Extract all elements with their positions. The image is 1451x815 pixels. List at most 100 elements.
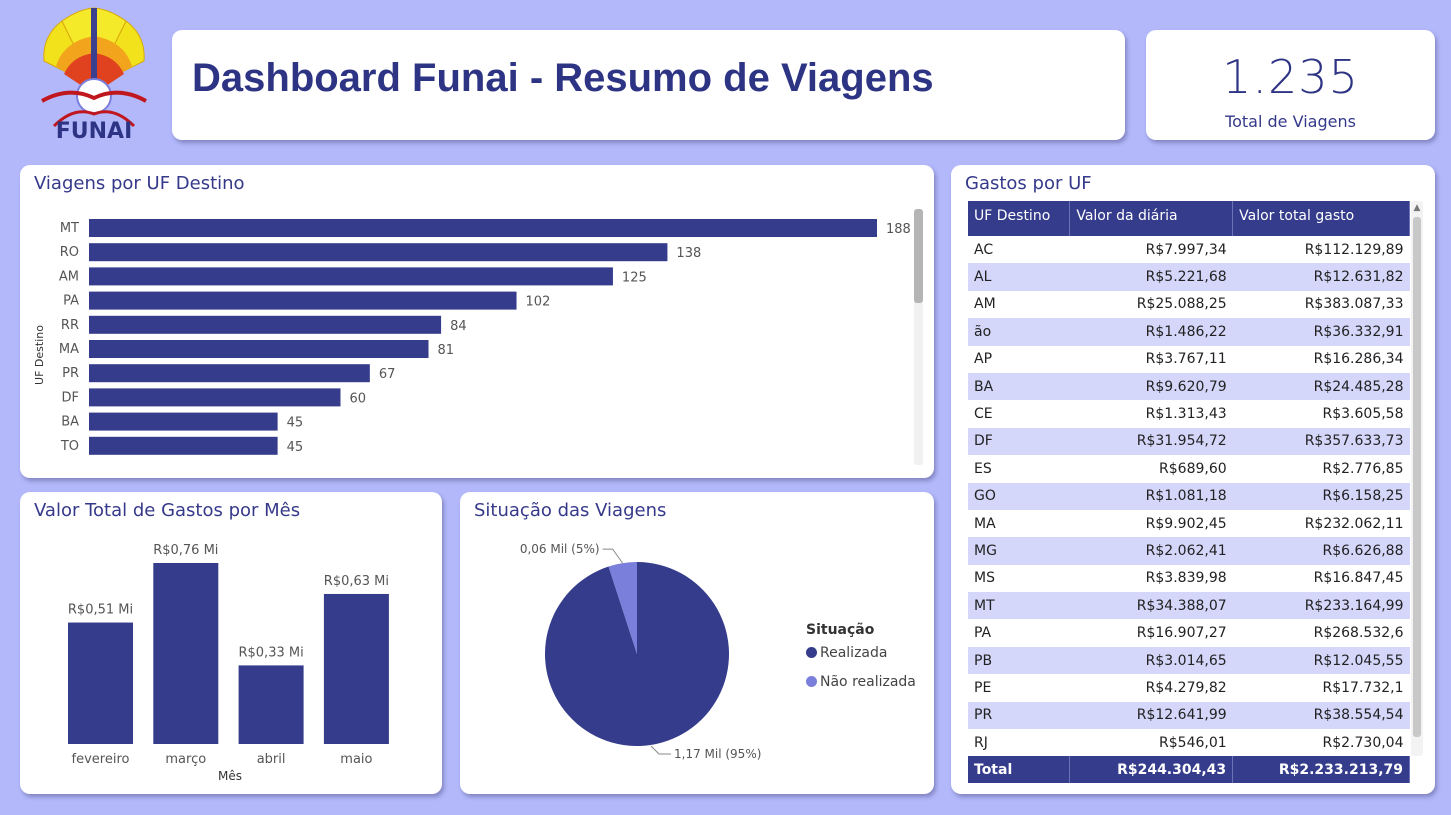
month-bar[interactable] — [153, 563, 219, 744]
cell-total: R$268.532,6 — [1313, 625, 1404, 642]
col-header-uf[interactable]: UF Destino — [968, 201, 1071, 236]
uf-bar[interactable] — [89, 315, 442, 334]
uf-bar-chart[interactable]: UF Destino MT 188 RO 138 AM 125 PA 102 RR 84 MA 81 PR… — [20, 165, 920, 478]
table-row[interactable]: ão R$1.486,22 R$36.332,91 — [968, 318, 1410, 346]
table-row[interactable]: MT R$34.388,07 R$233.164,99 — [968, 592, 1410, 620]
cell-total: R$38.554,54 — [1232, 701, 1410, 730]
table-row[interactable]: DF R$31.954,72 R$357.633,73 — [968, 427, 1410, 456]
cell-total: R$2.776,85 — [1322, 460, 1404, 477]
table-row[interactable]: GO R$1.081,18 R$6.158,25 — [968, 482, 1410, 510]
month-bar-chart-card[interactable]: Valor Total de Gastos por Mês R$0,51 Mi f… — [20, 492, 442, 794]
month-value-label: R$0,33 Mi — [238, 645, 303, 660]
uf-chart-scroll-thumb[interactable] — [914, 209, 923, 303]
uf-chart-title: Viagens por UF Destino — [34, 173, 245, 194]
uf-category-label: MT — [60, 221, 79, 236]
uf-bar[interactable] — [89, 219, 877, 237]
table-row[interactable]: BA R$9.620,79 R$24.485,28 — [968, 372, 1410, 401]
kpi-value: 1.235 — [1222, 50, 1359, 104]
uf-bar[interactable] — [89, 364, 370, 383]
cell-diaria: R$4.279,82 — [1145, 679, 1227, 696]
cell-total: R$24.485,28 — [1232, 372, 1410, 401]
table-row[interactable]: CE R$1.313,43 R$3.605,58 — [968, 400, 1410, 427]
cell-uf: ES — [974, 460, 992, 477]
cell-total: R$233.164,99 — [1232, 592, 1410, 620]
uf-bar-chart-card[interactable]: Viagens por UF Destino UF Destino MT 188 RO… — [20, 165, 934, 478]
table-row[interactable]: ES R$689,60 R$2.776,85 — [968, 455, 1410, 482]
gastos-table[interactable]: UF Destino Valor da diária Valor total g… — [968, 201, 1410, 784]
table-scrollbar[interactable]: ▲ — [1411, 201, 1423, 756]
uf-value-label: 67 — [379, 367, 396, 382]
table-row[interactable]: PE R$4.279,82 R$17.732,1 — [968, 674, 1410, 701]
total-label: Total — [968, 756, 1071, 784]
uf-value-label: 84 — [450, 319, 467, 334]
pie-slice[interactable] — [608, 562, 637, 654]
kpi-card[interactable]: 1.235 Total de Viagens — [1146, 30, 1435, 140]
gastos-table-card[interactable]: Gastos por UF UF Destino Valor da diária… — [951, 165, 1435, 794]
cell-uf: GO — [968, 482, 1070, 510]
uf-bar[interactable] — [89, 388, 341, 407]
month-bar-chart[interactable]: R$0,51 Mi fevereiro R$0,76 Mi março R$0,33 M… — [20, 492, 442, 794]
table-row[interactable]: PA R$16.907,27 R$268.532,6 — [968, 619, 1410, 646]
month-value-label: R$0,51 Mi — [68, 603, 133, 618]
month-value-label: R$0,63 Mi — [324, 574, 389, 589]
uf-bar[interactable] — [89, 412, 278, 431]
uf-value-label: 45 — [287, 416, 304, 431]
month-bar[interactable] — [323, 593, 389, 744]
cell-uf: DF — [968, 427, 1070, 456]
pie-legend-item-nao-realizada[interactable]: Não realizada — [806, 671, 916, 694]
uf-category-label: PR — [62, 366, 79, 381]
table-row[interactable]: PB R$3.014,65 R$12.045,55 — [968, 646, 1410, 675]
table-row[interactable]: AP R$3.767,11 R$16.286,34 — [968, 346, 1410, 373]
cell-uf: AP — [974, 351, 993, 368]
table-row[interactable]: AM R$25.088,25 R$383.087,33 — [968, 291, 1410, 318]
situation-pie-chart[interactable]: 0,06 Mil (5%) 1,17 Mil (95%) — [460, 492, 934, 794]
total-diaria: R$244.304,43 — [1069, 756, 1234, 784]
pie-leader-line — [650, 745, 671, 755]
table-scroll-thumb[interactable] — [1413, 217, 1421, 737]
table-row[interactable]: MA R$9.902,45 R$232.062,11 — [968, 510, 1410, 537]
table-row[interactable]: RJ R$546,01 R$2.730,04 — [968, 729, 1410, 756]
cell-uf: MA — [974, 515, 996, 532]
col-header-total[interactable]: Valor total gasto — [1232, 201, 1410, 236]
pie-label-nao-realizada: 0,06 Mil (5%) — [520, 542, 600, 556]
cell-uf: PB — [968, 646, 1070, 675]
cell-uf: BA — [968, 372, 1070, 401]
uf-chart-scrollbar[interactable] — [914, 209, 923, 465]
table-row[interactable]: MS R$3.839,98 R$16.847,45 — [968, 565, 1410, 592]
cell-diaria: R$34.388,07 — [1069, 592, 1233, 620]
cell-diaria: R$25.088,25 — [1136, 296, 1227, 313]
uf-bar[interactable] — [89, 340, 429, 358]
table-row[interactable]: AC R$7.997,34 R$112.129,89 — [968, 236, 1410, 263]
cell-diaria: R$3.767,11 — [1145, 351, 1227, 368]
cell-total: R$383.087,33 — [1304, 296, 1404, 313]
table-row[interactable]: AL R$5.221,68 R$12.631,82 — [968, 263, 1410, 291]
month-axis-title: Mês — [218, 769, 242, 783]
month-bar[interactable] — [238, 665, 304, 744]
pie-legend-item-realizada[interactable]: Realizada — [806, 642, 916, 665]
uf-category-label: RO — [60, 245, 79, 260]
table-row[interactable]: MG R$2.062,41 R$6.626,88 — [968, 537, 1410, 565]
cell-uf: RJ — [974, 734, 988, 751]
pie-label-realizada: 1,17 Mil (95%) — [674, 747, 761, 761]
col-header-diaria[interactable]: Valor da diária — [1069, 201, 1234, 236]
uf-bar[interactable] — [89, 436, 278, 455]
uf-bar[interactable] — [89, 291, 517, 310]
table-row[interactable]: PR R$12.641,99 R$38.554,54 — [968, 701, 1410, 730]
cell-diaria: R$12.641,99 — [1069, 701, 1233, 730]
cell-total: R$3.605,58 — [1322, 406, 1404, 423]
month-bar[interactable] — [68, 622, 133, 744]
cell-diaria: R$2.062,41 — [1069, 537, 1233, 565]
cell-uf: ão — [968, 318, 1070, 346]
pie-chart-card[interactable]: Situação das Viagens 0,06 Mil (5%) 1,17 M… — [460, 492, 934, 794]
month-category-label: fevereiro — [72, 752, 130, 767]
cell-total: R$6.158,25 — [1232, 482, 1410, 510]
scroll-up-icon[interactable]: ▲ — [1413, 203, 1421, 213]
table-total-row: Total R$244.304,43 R$2.233.213,79 — [968, 756, 1410, 784]
uf-value-label: 45 — [287, 440, 304, 455]
month-category-label: maio — [340, 752, 372, 767]
uf-bar[interactable] — [89, 243, 668, 262]
table-title: Gastos por UF — [965, 173, 1092, 194]
cell-diaria: R$3.014,65 — [1069, 646, 1233, 675]
uf-bar[interactable] — [89, 267, 613, 286]
pie-legend-label: Realizada — [820, 645, 888, 661]
